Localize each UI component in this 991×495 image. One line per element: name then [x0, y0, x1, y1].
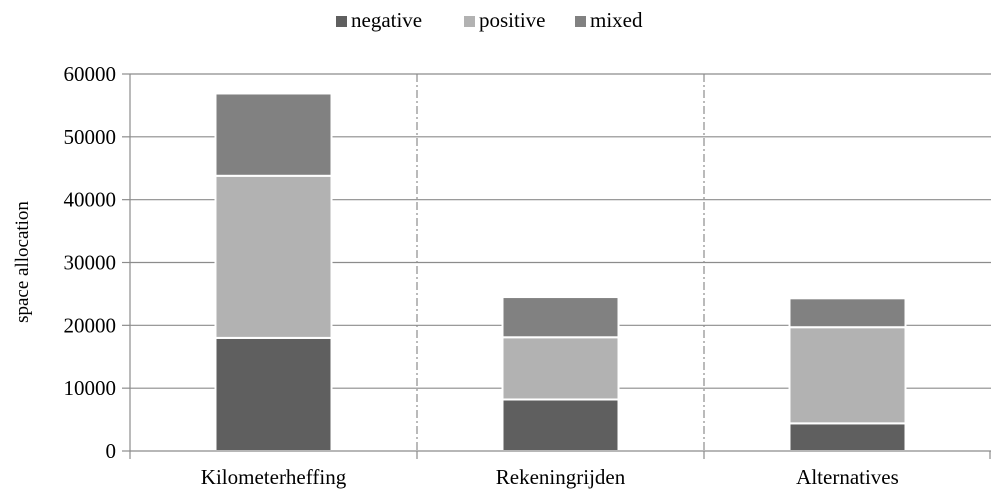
- y-tick-label: 10000: [64, 376, 117, 400]
- y-tick-label: 0: [106, 439, 117, 463]
- bar-positive-rekeningrijden: [501, 336, 620, 401]
- category-separators: [416, 74, 705, 451]
- legend-label-negative: negative: [351, 8, 422, 32]
- bar-negative-rekeningrijden: [501, 398, 620, 452]
- y-tick-label: 60000: [64, 62, 117, 86]
- legend-swatch-negative: [336, 16, 347, 27]
- y-tick-label: 30000: [64, 251, 117, 275]
- bar-mixed-rekeningrijden: [501, 296, 620, 339]
- y-tick-label: 20000: [64, 313, 117, 337]
- bar-negative-alternatives: [788, 422, 907, 452]
- legend-swatch-positive: [464, 16, 475, 27]
- x-category-label: Rekeningrijden: [496, 465, 626, 489]
- axes: 0 10000 20000 30000 40000 50000 60000 Kilometer…: [64, 62, 991, 489]
- bar-mixed-alternatives: [788, 297, 907, 329]
- y-tick-label: 40000: [64, 188, 117, 212]
- legend-swatch-mixed: [575, 16, 586, 27]
- legend-label-positive: positive: [479, 8, 546, 32]
- bar-negative-kilometerheffing: [214, 336, 333, 452]
- legend-label-mixed: mixed: [590, 8, 643, 32]
- legend: negative positive mixed: [336, 8, 643, 32]
- y-axis-title: space allocation: [12, 201, 33, 323]
- x-category-label: Kilometerheffing: [201, 465, 347, 489]
- bars: [214, 92, 907, 452]
- bar-mixed-kilometerheffing: [214, 92, 333, 177]
- bar-positive-alternatives: [788, 326, 907, 425]
- y-tick-label: 50000: [64, 125, 117, 149]
- bar-positive-kilometerheffing: [214, 174, 333, 339]
- x-category-label: Alternatives: [796, 465, 899, 489]
